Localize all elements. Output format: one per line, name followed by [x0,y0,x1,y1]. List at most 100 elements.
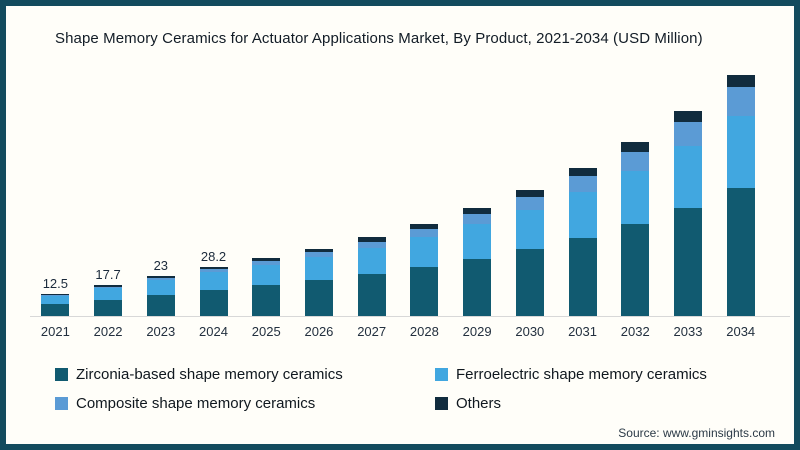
bar-column [398,64,451,316]
bar-segment-zirconia [304,280,333,316]
bar-column [503,64,556,316]
bar-value-label: 12.5 [42,275,69,291]
legend-swatch-icon [435,368,448,381]
bar-segment-ferroelectric [41,296,70,305]
legend-swatch-icon [55,397,68,410]
bar-column: 17.7 [82,64,135,316]
x-axis-tick: 2023 [146,324,176,339]
stacked-bar [252,258,281,316]
bar-segment-ferroelectric [568,192,597,238]
x-axis-tick: 2027 [357,324,387,339]
bar-segment-composite [726,87,755,116]
bar-segment-others [94,285,123,287]
x-axis-tick: 2025 [251,324,281,339]
bar-segment-others [568,168,597,177]
legend-item: Composite shape memory ceramics [55,395,435,412]
bar-segment-zirconia [94,299,123,316]
x-axis-tick: 2031 [568,324,597,339]
bar-segment-composite [199,269,228,273]
bar-segment-others [304,248,333,253]
legend-label: Zirconia-based shape memory ceramics [76,366,343,383]
legend-label: Composite shape memory ceramics [76,395,316,412]
stacked-bar [568,168,597,316]
stacked-bar [146,275,175,316]
bar-segment-others [463,208,492,215]
stacked-bar [515,190,544,316]
bar-segment-composite [357,241,386,248]
bar-column [714,64,767,316]
stacked-bar [199,266,228,316]
x-axis-tick: 2028 [409,324,439,339]
legend-swatch-icon [435,397,448,410]
stacked-bar [726,74,755,316]
bar-segment-zirconia [41,304,70,316]
bar-segment-others [726,74,755,88]
bar-column [556,64,609,316]
bar-segment-zirconia [146,294,175,316]
bar-segment-others [673,111,702,123]
x-axis-tick: 2021 [40,324,70,339]
bar-segment-ferroelectric [621,170,650,224]
x-axis-tick: 2024 [199,324,228,339]
bar-column [293,64,346,316]
x-axis-tick: 2033 [673,324,703,339]
stacked-bar [41,293,70,316]
chart-title: Shape Memory Ceramics for Actuator Appli… [55,30,703,47]
bar-segment-others [621,141,650,152]
x-axis-tick: 2026 [304,324,334,339]
bar-segment-composite [252,261,281,266]
bar-segment-composite [673,122,702,146]
legend: Zirconia-based shape memory ceramics Ferr… [55,366,755,412]
bar-segment-zirconia [252,285,281,316]
bar-column: 12.5 [29,64,82,316]
bar-segment-others [515,190,544,198]
bar-segment-ferroelectric [94,288,123,300]
bar-segment-ferroelectric [726,115,755,189]
bar-segment-others [357,237,386,242]
bar-segment-ferroelectric [304,257,333,281]
bar-segment-zirconia [515,249,544,316]
bar-segment-ferroelectric [199,272,228,290]
stacked-bar [304,248,333,316]
bar-segment-zirconia [568,237,597,316]
bar-segment-composite [515,197,544,210]
bar-column [345,64,398,316]
bar-segment-others [252,258,281,262]
x-axis-tick: 2034 [726,324,756,339]
plot-area: 12.5 17.7 23 28.2 [29,64,767,316]
legend-label: Others [456,395,502,412]
bar-segment-others [199,266,228,270]
legend-swatch-icon [55,368,68,381]
stacked-bar [673,111,702,316]
bar-value-label: 28.2 [200,248,227,264]
bar-segment-composite [304,252,333,258]
x-axis-tick: 2022 [93,324,123,339]
stacked-bar [410,224,439,316]
x-axis-tick: 2030 [515,324,545,339]
legend-label: Ferroelectric shape memory ceramics [456,366,707,383]
legend-item: Ferroelectric shape memory ceramics [435,366,755,383]
bar-segment-ferroelectric [410,236,439,268]
bar-column [240,64,293,316]
bar-segment-zirconia [410,267,439,316]
bar-column [451,64,504,316]
bar-segment-ferroelectric [673,145,702,208]
bar-segment-composite [146,277,175,280]
bar-segment-zirconia [357,274,386,316]
bar-segment-others [41,293,70,295]
bar-segment-composite [568,176,597,193]
bar-segment-composite [463,214,492,225]
bar-segment-ferroelectric [515,209,544,250]
bar-segment-composite [94,286,123,289]
bar-segment-zirconia [621,223,650,316]
stacked-bar [357,237,386,316]
bar-segment-zirconia [673,207,702,316]
bar-column [662,64,715,316]
stacked-bar [621,141,650,316]
bar-column: 28.2 [187,64,240,316]
x-axis-line [30,316,790,317]
stacked-bar [94,285,123,316]
stacked-bar [463,208,492,316]
bar-column [609,64,662,316]
bar-segment-ferroelectric [357,247,386,275]
